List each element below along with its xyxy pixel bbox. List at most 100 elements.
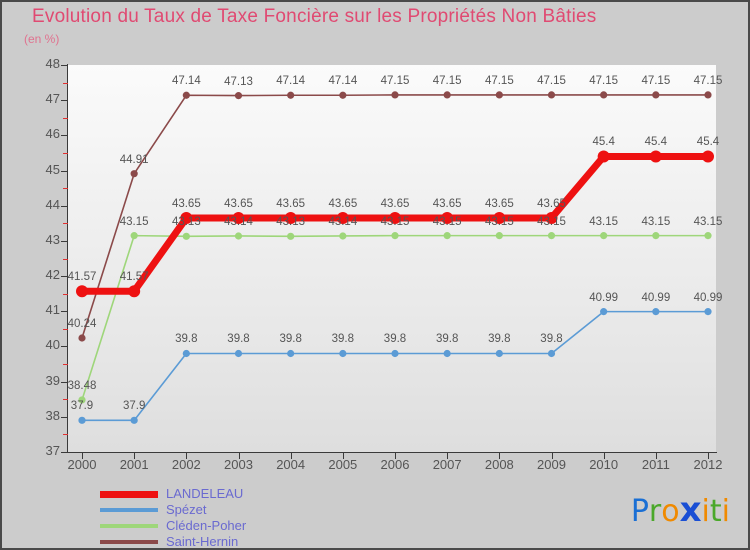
page-title: Evolution du Taux de Taxe Foncière sur l… xyxy=(32,6,597,27)
y-tick xyxy=(61,416,68,418)
series-lines xyxy=(76,91,714,424)
y-axis-label: 46 xyxy=(45,126,60,142)
data-point xyxy=(130,170,138,178)
legend-item-1[interactable]: LANDELEAU xyxy=(100,486,246,502)
y-tick-minor xyxy=(63,328,68,330)
data-point xyxy=(702,150,714,163)
logo-letter: t xyxy=(709,494,722,529)
x-axis-label: 2011 xyxy=(641,457,670,472)
x-tick xyxy=(342,452,344,459)
y-axis-label: 41 xyxy=(45,302,60,318)
y-tick-minor xyxy=(63,399,68,401)
x-axis-label: 2009 xyxy=(537,457,566,472)
y-tick xyxy=(61,276,68,278)
y-axis-label: 48 xyxy=(45,56,60,71)
data-point xyxy=(232,212,245,225)
y-axis-label: 42 xyxy=(45,267,60,283)
data-point xyxy=(336,212,349,225)
legend-item-2[interactable]: Spézet xyxy=(100,502,246,518)
logo-letter: x xyxy=(679,490,702,530)
y-tick-minor xyxy=(63,364,68,366)
y-tick xyxy=(61,240,68,242)
x-axis-label: 2010 xyxy=(589,457,619,472)
y-tick xyxy=(61,135,68,137)
x-axis-label: 2005 xyxy=(328,457,358,472)
data-point xyxy=(287,232,295,240)
data-point xyxy=(597,150,610,163)
data-point xyxy=(130,232,138,240)
series-line xyxy=(81,310,709,422)
data-point xyxy=(391,232,399,240)
y-tick xyxy=(61,311,68,313)
x-tick xyxy=(708,452,709,459)
logo-letter: i xyxy=(701,494,710,529)
data-point xyxy=(78,396,86,404)
data-point xyxy=(391,91,399,99)
data-point xyxy=(389,212,401,225)
x-tick xyxy=(134,452,136,459)
data-point xyxy=(182,91,190,99)
x-tick xyxy=(395,452,396,459)
y-tick-minor xyxy=(63,117,68,119)
y-tick xyxy=(61,170,68,172)
x-tick xyxy=(655,452,657,459)
data-point xyxy=(287,91,295,99)
x-tick xyxy=(603,452,605,459)
y-tick-minor xyxy=(63,188,68,190)
x-axis-label: 2012 xyxy=(693,457,723,472)
data-point xyxy=(443,91,451,99)
x-tick xyxy=(499,452,501,459)
data-point xyxy=(284,212,297,225)
y-tick xyxy=(61,452,68,453)
x-axis-label: 2006 xyxy=(380,457,410,472)
x-tick xyxy=(238,452,240,459)
plot-area xyxy=(68,65,716,452)
data-point xyxy=(704,232,712,240)
y-axis-label: 45 xyxy=(45,161,60,177)
legend-swatch xyxy=(100,490,158,498)
data-point xyxy=(78,416,86,424)
y-tick-minor xyxy=(63,293,68,295)
data-point xyxy=(234,349,243,358)
legend-label: Saint-Hernin xyxy=(166,534,239,549)
data-point xyxy=(128,285,141,298)
y-tick-minor xyxy=(63,82,68,84)
logo-letter: r xyxy=(648,494,662,529)
data-point xyxy=(339,232,347,240)
legend-label: Spézet xyxy=(166,502,207,517)
data-point xyxy=(234,92,243,100)
y-tick-minor xyxy=(63,258,68,260)
y-tick xyxy=(61,65,68,66)
legend: LANDELEAU Spézet Cléden-Poher Saint-Hernin xyxy=(100,486,246,549)
x-axis-label: 2002 xyxy=(171,457,201,472)
legend-item-4[interactable]: Saint-Hernin xyxy=(100,534,246,549)
data-point xyxy=(600,308,608,316)
y-tick-minor xyxy=(63,434,68,436)
y-tick xyxy=(61,346,68,348)
data-point xyxy=(443,232,451,240)
data-point xyxy=(234,232,243,240)
data-point xyxy=(600,232,608,240)
legend-swatch xyxy=(100,524,158,528)
y-tick xyxy=(61,205,68,207)
x-tick xyxy=(447,452,449,459)
data-point xyxy=(76,285,88,298)
legend-label: Cléden-Poher xyxy=(166,518,247,533)
x-tick xyxy=(82,452,83,459)
data-point xyxy=(547,232,556,240)
x-axis-label: 2008 xyxy=(484,457,514,472)
x-tick xyxy=(551,452,553,459)
data-point xyxy=(652,308,660,316)
data-point xyxy=(339,91,347,99)
y-axis-label: 47 xyxy=(45,91,60,107)
data-point xyxy=(495,232,503,240)
logo-letter: i xyxy=(721,494,730,529)
data-point xyxy=(495,349,503,358)
x-axis-label: 2000 xyxy=(67,457,97,472)
data-point xyxy=(704,91,712,99)
legend-item-3[interactable]: Cléden-Poher xyxy=(100,518,246,534)
logo-letter: P xyxy=(630,494,649,529)
x-tick xyxy=(290,452,292,459)
data-point xyxy=(547,91,556,99)
